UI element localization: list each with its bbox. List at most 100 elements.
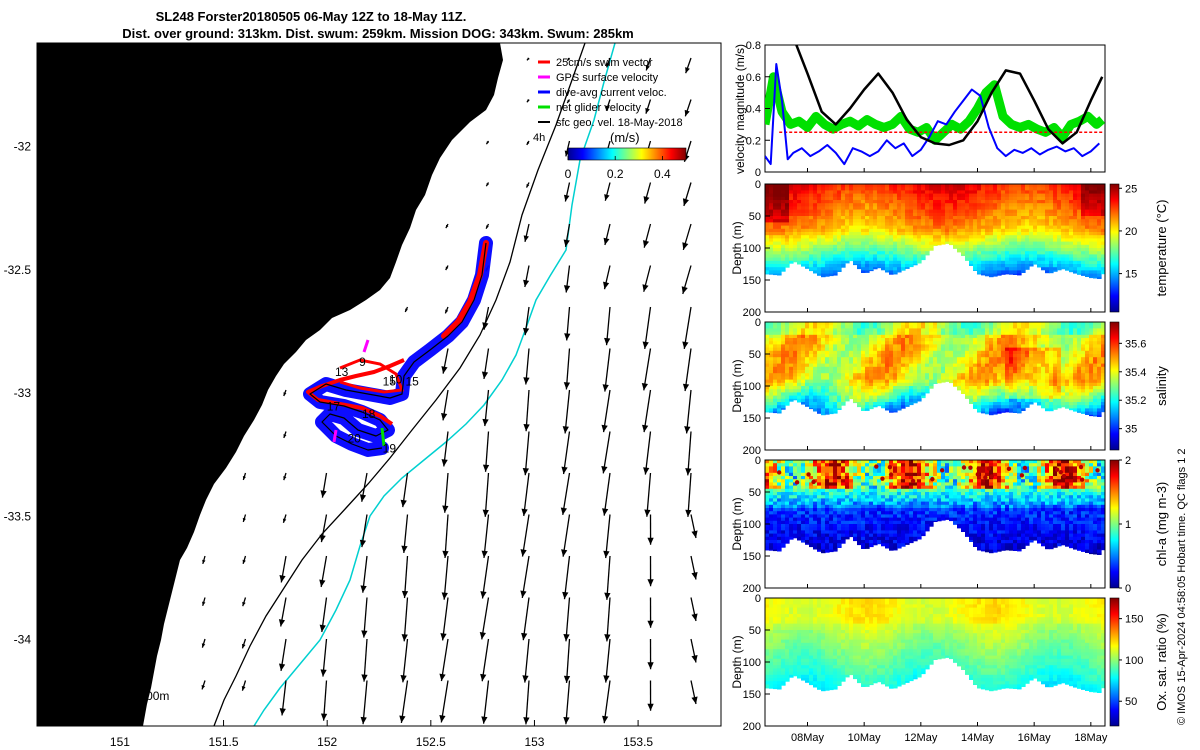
section-cell: [957, 235, 962, 239]
section-cell: [1073, 270, 1078, 274]
section-cell: [1069, 270, 1074, 273]
section-cell: [809, 386, 814, 390]
section-cell: [909, 260, 914, 265]
section-cell: [869, 238, 874, 243]
section-cell: [1045, 376, 1050, 381]
section-cell: [1069, 338, 1074, 342]
section-cell: [969, 254, 974, 259]
section-cell: [777, 328, 782, 333]
section-cell: [1025, 360, 1030, 365]
section-cell: [1065, 264, 1070, 268]
section-cell: [961, 219, 966, 223]
section-cell: [805, 248, 810, 252]
velocity-arrow-head: [486, 182, 489, 187]
section-cell: [785, 228, 790, 233]
section-cell: [1081, 341, 1086, 345]
section-cell: [1041, 389, 1046, 393]
section-cell: [901, 232, 906, 236]
section-cell: [957, 206, 962, 211]
section-cell: [925, 235, 930, 239]
section-cell: [773, 196, 778, 201]
section-cell: [885, 386, 890, 390]
section-cell: [889, 228, 894, 233]
section-cell: [989, 225, 994, 230]
section-cell: [765, 347, 770, 352]
section-cell: [1029, 238, 1034, 243]
section-cell: [809, 248, 814, 252]
section-cell: [769, 267, 774, 271]
section-cell: [857, 405, 862, 408]
section-cell: [965, 357, 970, 361]
section-cell: [1013, 222, 1018, 227]
section-cell: [1065, 334, 1070, 339]
section-cell: [889, 257, 894, 262]
section-cell: [797, 200, 802, 204]
section-cell: [1021, 347, 1026, 352]
section-cell: [809, 244, 814, 249]
section-cell: [913, 244, 918, 249]
section-cell: [853, 187, 858, 191]
section-cell: [937, 373, 942, 377]
section-cell: [961, 232, 966, 236]
section-ytick-label: 100: [743, 243, 761, 255]
velocity-arrow: [401, 555, 409, 599]
section-cell: [1001, 216, 1006, 220]
section-cell: [1005, 363, 1010, 368]
section-cell: [785, 370, 790, 374]
section-cell: [913, 325, 918, 329]
section-cell: [1069, 331, 1074, 336]
section-cell: [837, 382, 842, 387]
map-colorbar-tick-label: 0: [565, 167, 572, 181]
section-cell: [909, 219, 914, 223]
section-cell: [801, 196, 806, 201]
section-cell: [1065, 219, 1070, 223]
velocity-arrow-shaft: [563, 555, 571, 600]
section-cell: [1029, 196, 1034, 201]
section-cell: [1073, 251, 1078, 255]
section-cell: [793, 225, 798, 230]
section-cell: [821, 270, 826, 275]
section-cell: [993, 408, 998, 413]
section-cell: [989, 402, 994, 406]
section-cell: [805, 222, 810, 227]
velocity-arrow-head: [642, 284, 649, 292]
section-cell: [925, 187, 930, 191]
section-cell: [1085, 405, 1090, 409]
section-cell: [873, 354, 878, 358]
section-cell: [981, 212, 986, 217]
section-cell: [1049, 260, 1054, 265]
section-cell: [945, 322, 950, 326]
section-cell: [897, 376, 902, 381]
section-cell: [1009, 344, 1014, 349]
section-cell: [905, 395, 910, 400]
section-cell: [1005, 244, 1010, 249]
section-cell: [773, 200, 778, 204]
section-cell: [949, 341, 954, 345]
section-cell: [989, 270, 994, 275]
section-cell: [853, 190, 858, 195]
section-cell: [893, 264, 898, 268]
section-cell: [845, 392, 850, 397]
section-cell: [1053, 244, 1058, 249]
section-cell: [1065, 405, 1070, 409]
section-cell: [813, 379, 818, 384]
section-cell: [989, 405, 994, 409]
section-cell: [949, 322, 954, 326]
section-cell: [921, 392, 926, 397]
section-cell: [925, 190, 930, 195]
section-cell: [933, 238, 938, 243]
section-cell: [857, 392, 862, 397]
section-cell: [1065, 350, 1070, 355]
section-cell: [785, 209, 790, 214]
section-cell: [841, 402, 846, 406]
section-cell: [1081, 376, 1086, 381]
section-cell: [1077, 241, 1082, 246]
section-cell: [1089, 216, 1094, 220]
section-cell: [821, 184, 826, 188]
velocity-arrow-shaft: [602, 431, 611, 474]
section-cell: [945, 354, 950, 358]
section-cell: [1085, 357, 1090, 361]
section-cell: [873, 206, 878, 211]
section-cell: [865, 260, 870, 265]
velocity-arrow-head: [445, 309, 449, 314]
